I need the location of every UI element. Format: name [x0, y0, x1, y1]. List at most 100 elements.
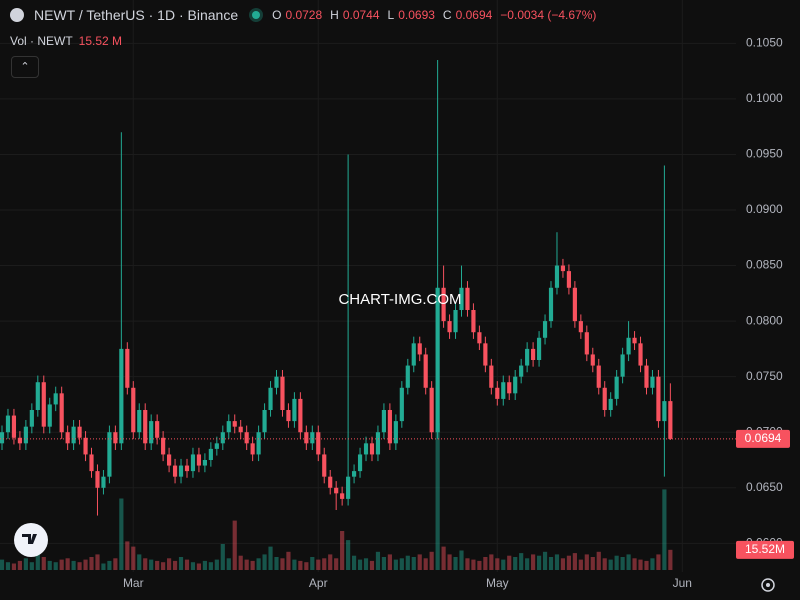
x-tick-label: May: [486, 576, 509, 590]
volume-bar: [137, 554, 142, 570]
candle-body: [274, 376, 279, 388]
candle-body: [304, 432, 309, 444]
ohlc-value: 0.0744: [342, 8, 380, 22]
volume-bar: [542, 551, 548, 570]
volume-bar: [423, 558, 428, 570]
candle-body: [471, 310, 476, 333]
candle-body: [435, 287, 440, 433]
volume-bar: [620, 557, 625, 570]
candle-body: [650, 376, 655, 388]
volume-bar: [310, 557, 315, 570]
candle-body: [620, 354, 625, 377]
volume-bar: [149, 559, 154, 570]
volume-bar: [405, 555, 410, 570]
candle-body: [23, 426, 28, 444]
ohlc-key: H: [330, 8, 339, 22]
x-tick-label: Apr: [309, 576, 328, 590]
candle-body: [417, 343, 422, 355]
volume-bar: [214, 559, 219, 570]
volume-bar: [441, 546, 446, 570]
volume-bar: [232, 520, 237, 570]
candle-body: [5, 415, 11, 433]
volume-bar: [196, 563, 202, 570]
candle-body: [560, 265, 566, 272]
candle-body: [572, 287, 577, 322]
candle-body: [489, 365, 494, 388]
volume-bar: [220, 544, 225, 570]
volume-bar: [369, 560, 375, 570]
volume-bar: [536, 555, 542, 570]
ohlc-value: 0.0728: [285, 8, 323, 22]
volume-bar: [375, 551, 381, 570]
candle-body: [113, 432, 118, 444]
volume-bar: [304, 562, 309, 570]
candle-body: [548, 287, 554, 322]
volume-bar: [292, 559, 297, 570]
volume-bar: [483, 557, 488, 570]
volume-bar: [226, 558, 231, 570]
candle-body: [35, 382, 40, 410]
candle-body: [268, 387, 273, 410]
volume-bar: [471, 559, 476, 570]
volume-bar: [107, 560, 112, 570]
candle-body: [286, 410, 291, 422]
volume-bar: [35, 554, 40, 570]
volume-bar: [513, 557, 518, 570]
y-tick-label: 0.1050: [746, 36, 783, 50]
candle-body: [41, 382, 46, 427]
volume-bar: [131, 546, 136, 570]
volume-legend: Vol · NEWT 15.52 M: [10, 34, 122, 48]
candle-body: [614, 376, 619, 399]
candle-body: [280, 376, 285, 410]
candle-body: [256, 432, 261, 455]
volume-bar: [328, 554, 333, 570]
volume-bar: [5, 562, 11, 570]
settings-icon[interactable]: [761, 578, 775, 592]
volume-bar: [155, 560, 160, 570]
candle-body: [202, 460, 207, 466]
volume-bar: [83, 559, 88, 570]
volume-title: Vol · NEWT: [10, 34, 73, 48]
volume-bar: [477, 560, 482, 570]
candle-body: [172, 465, 178, 477]
exchange-logo: [10, 8, 24, 22]
candle-body: [531, 348, 536, 360]
candle-body: [196, 454, 202, 466]
volume-bar: [65, 558, 70, 570]
volume-bar: [489, 554, 494, 570]
candle-body: [501, 382, 506, 399]
last-price-box: [736, 429, 790, 448]
collapse-button[interactable]: ⌃: [11, 56, 39, 78]
candle-body: [232, 421, 237, 427]
candle-body: [596, 365, 601, 388]
volume-bar: [95, 554, 100, 570]
candle-body: [53, 393, 58, 405]
volume-bar: [41, 557, 46, 570]
candle-body: [47, 404, 52, 427]
volume-bar: [525, 558, 530, 570]
volume-bar: [286, 551, 291, 570]
volume-bar: [172, 560, 178, 570]
y-tick-label: 0.0800: [746, 313, 783, 327]
candle-body: [566, 271, 571, 288]
watermark: CHART-IMG.COM: [338, 291, 461, 308]
candle-body: [513, 376, 518, 394]
candle-body: [322, 454, 327, 477]
volume-bar: [274, 557, 279, 570]
volume-bar: [608, 559, 613, 570]
volume-bar: [11, 563, 17, 570]
candle-body: [220, 432, 225, 444]
candle-body: [375, 432, 381, 455]
y-tick-label: 0.0750: [746, 369, 783, 383]
candle-body: [644, 365, 649, 388]
volume-bar: [256, 558, 261, 570]
candle-body: [89, 454, 94, 472]
volume-bar: [459, 550, 464, 570]
volume-bar: [161, 562, 166, 570]
symbol-title[interactable]: NEWT / TetherUS · 1D · Binance: [34, 7, 239, 23]
candle-body: [668, 401, 673, 439]
volume-bar: [626, 554, 631, 570]
candle-body: [483, 343, 488, 366]
volume-bar: [59, 559, 64, 570]
